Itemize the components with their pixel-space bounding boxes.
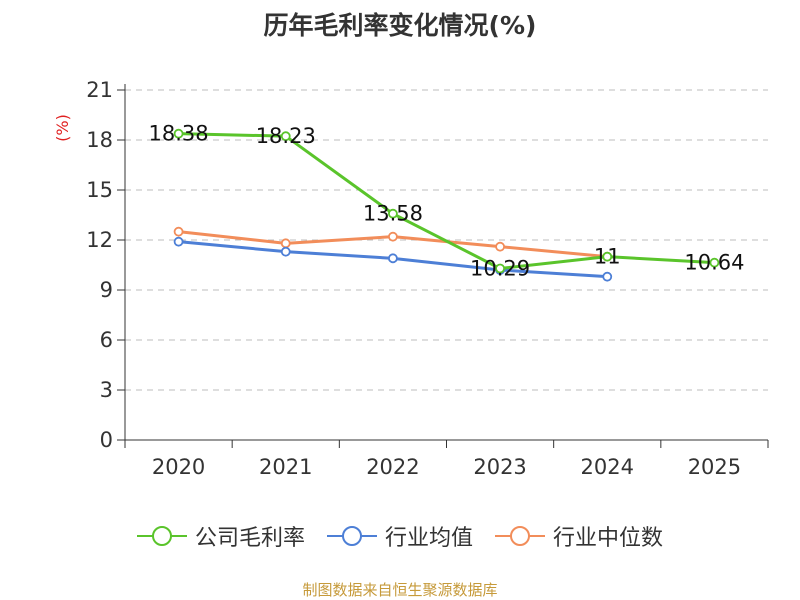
series-0 [173,128,720,274]
series-0-point-2025[interactable] [709,257,720,268]
series-0-line [178,132,715,270]
chart-title: 历年毛利率变化情况(%) [263,11,537,40]
legend-industry-mean-symbol [326,525,377,547]
y-tick-label-0: 0 [100,428,113,452]
legend-company-label: 公司毛利率 [194,526,305,551]
series-1-point-2021[interactable] [280,246,291,257]
y-tick-label-12: 12 [86,228,113,252]
data-label-2022: 13.58 [363,202,423,226]
x-tick-label-2023: 2023 [473,455,526,479]
legend-item-industry-median[interactable]: 行业中位数 [495,520,663,552]
x-tick-label-2024: 2024 [581,455,634,479]
series-0-point-2023[interactable] [495,263,505,274]
series-0-point-2022[interactable] [388,208,398,219]
x-tick-label-2020: 2020 [152,455,205,479]
series-2-point-2022[interactable] [388,231,398,242]
y-tick-label-18: 18 [86,128,113,152]
data-label-2024: 11 [594,245,621,269]
axis-layer: 0 3 6 9 12 15 18 21 (%) 2020 2021 2022 2023 2024 2025 [53,78,769,479]
legend-company-symbol [136,525,187,547]
legend-industry-mean-label: 行业均值 [384,526,473,551]
legend: 公司毛利率 行业均值 行业中位数 [0,520,800,552]
source-note: 制图数据来自恒生聚源数据库 [302,581,498,599]
series-1-point-2020[interactable] [173,236,184,247]
legend-item-company[interactable]: 公司毛利率 [136,520,305,552]
data-label-2023: 10.29 [470,257,530,281]
series-0-point-2020[interactable] [173,128,184,139]
series-1-point-2024[interactable] [602,271,613,282]
y-tick-label-6: 6 [100,328,113,352]
series-1-point-2022[interactable] [388,253,398,264]
y-tick-label-21: 21 [86,78,113,102]
series-0-point-2021[interactable] [280,131,291,142]
y-tick-label-3: 3 [100,378,113,402]
legend-item-industry-mean[interactable]: 行业均值 [326,520,473,552]
series-2-point-2023[interactable] [495,241,505,252]
series-1 [173,236,613,282]
x-tick-label-2022: 2022 [366,455,419,479]
y-tick-label-15: 15 [86,178,113,202]
series-layer [173,128,720,282]
data-label-2025: 10.64 [684,251,744,275]
data-label-layer: 18.38 18.23 13.58 10.29 11 10.64 [149,122,745,281]
x-tick-label-2025: 2025 [688,455,741,479]
legend-industry-median-symbol [495,525,545,547]
y-axis-label: (%) [53,114,72,142]
series-2-point-2020[interactable] [173,226,184,237]
data-label-2021: 18.23 [256,124,316,148]
x-tick-label-2021: 2021 [259,455,312,479]
legend-industry-median-label: 行业中位数 [553,526,664,551]
series-2-point-2021[interactable] [280,238,291,249]
y-tick-label-9: 9 [100,278,113,302]
series-0-point-2024[interactable] [602,251,613,262]
data-label-2020: 18.38 [149,122,209,146]
